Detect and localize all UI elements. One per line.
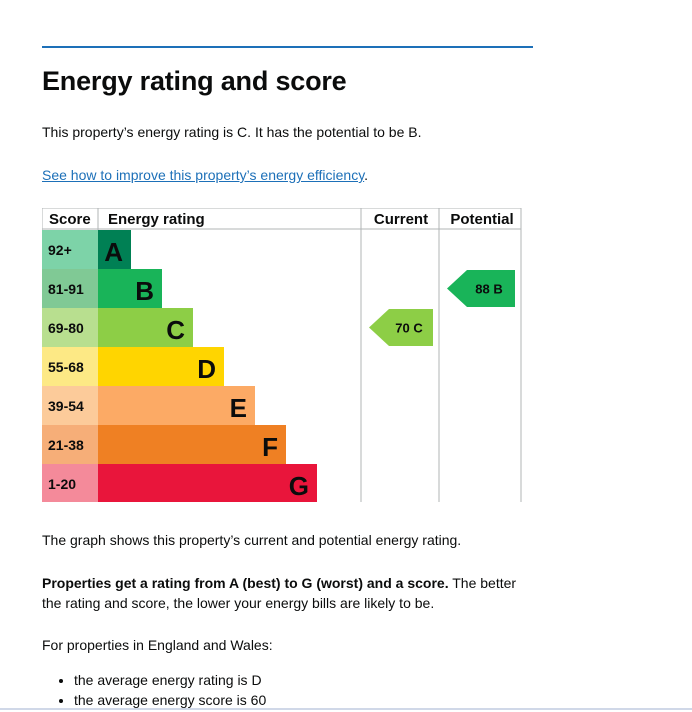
improve-link-wrapper: See how to improve this property’s energ… [42,165,368,185]
energy-rating-chart: Score Energy rating Current Potential 92… [42,208,522,502]
score-range-label: 55-68 [48,359,84,375]
score-band-cell [42,269,98,308]
score-range-label: 39-54 [48,398,84,414]
rating-band-letter: E [230,393,247,423]
rating-band-bar-d [98,347,224,386]
score-range-label: 69-80 [48,320,84,336]
score-band-cell [42,464,98,502]
rating-band-bar-c [98,308,193,347]
rating-band-letter: F [262,432,278,462]
score-band-cell [42,347,98,386]
score-range-label: 81-91 [48,281,84,297]
rating-explanation-bold: Properties get a rating from A (best) to… [42,575,449,591]
page-bottom-edge [0,708,692,710]
averages-list: the average energy rating is D the avera… [42,670,266,710]
rating-band-letter: C [166,315,185,345]
header-energy-rating: Energy rating [108,211,205,228]
score-band-cell [42,425,98,464]
rating-explanation-rest: The better the rating and score, the low… [42,575,517,611]
potential-rating-arrow [447,270,515,307]
graph-caption: The graph shows this property’s current … [42,532,462,548]
rating-band-bar-a [98,230,131,269]
rating-band-bar-g [98,464,317,502]
england-wales-heading: For properties in England and Wales: [42,637,273,653]
header-score: Score [49,211,91,228]
section-divider [42,46,533,48]
score-band-cell [42,386,98,425]
rating-explanation: Properties get a rating from A (best) to… [42,573,532,613]
score-range-label: 21-38 [48,437,84,453]
score-range-label: 1-20 [48,476,76,492]
rating-band-bar-b [98,269,162,308]
current-rating-label: 70 C [395,321,423,336]
score-band-cell [42,230,98,269]
rating-band-bar-f [98,425,286,464]
header-current: Current [374,211,428,228]
rating-band-letter: A [104,237,123,267]
potential-rating-label: 88 B [475,282,502,297]
rating-band-letter: B [135,276,154,306]
rating-band-bar-e [98,386,255,425]
rating-summary: This property’s energy rating is C. It h… [42,124,422,140]
link-suffix: . [364,167,369,183]
current-rating-arrow [369,309,433,346]
average-score-item: the average energy score is 60 [74,690,266,710]
rating-band-letter: G [289,471,309,501]
header-potential: Potential [450,211,513,228]
score-range-label: 92+ [48,242,72,258]
average-rating-item: the average energy rating is D [74,670,266,690]
score-band-cell [42,308,98,347]
improve-efficiency-link[interactable]: See how to improve this property’s energ… [42,167,365,183]
rating-band-letter: D [197,354,216,384]
page-title: Energy rating and score [42,66,347,96]
